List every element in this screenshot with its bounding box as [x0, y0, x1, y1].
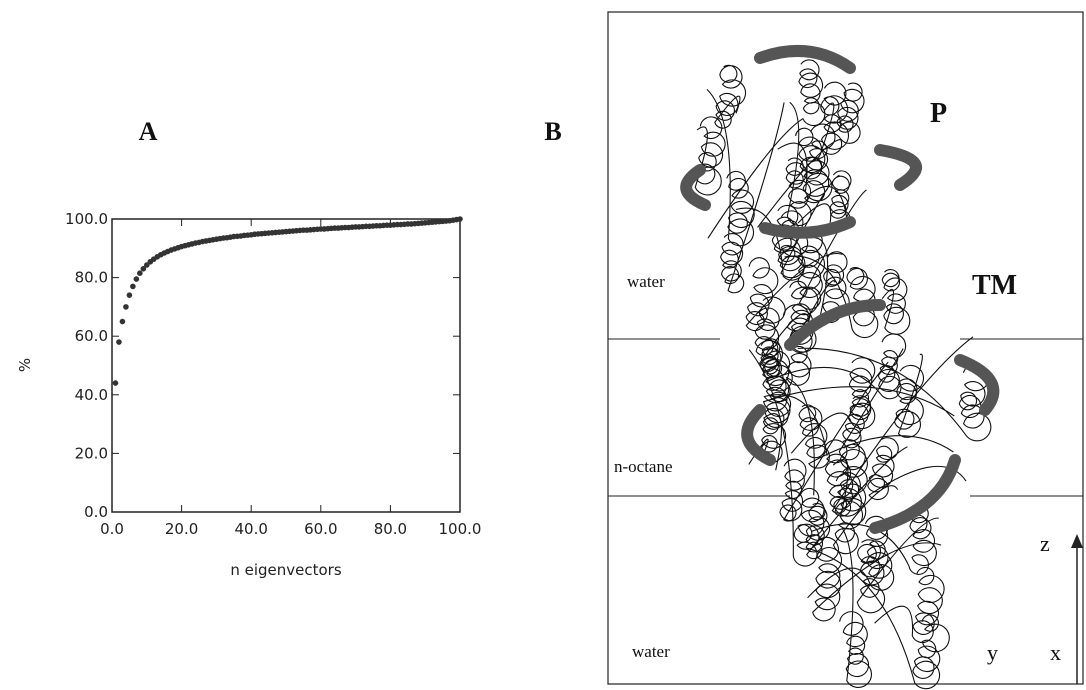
panel-label: B: [544, 117, 561, 146]
x-tick-label: 20.0: [165, 520, 198, 538]
motion-arrows: [680, 44, 1000, 534]
region-label: TM: [972, 270, 1017, 301]
y-axis-label: %: [16, 358, 34, 372]
helix-bundle: [745, 237, 911, 368]
layer-label: n-octane: [614, 457, 673, 476]
y-tick-label: 0.0: [84, 503, 108, 521]
x-tick-label: 0.0: [100, 520, 124, 538]
data-point: [130, 283, 136, 290]
panel-b: P TM water n-octane water z y x: [607, 11, 1084, 690]
data-point: [133, 276, 140, 282]
rotation-arrow: [741, 404, 776, 466]
rotation-arrow: [680, 164, 711, 211]
y-tick-label: 100.0: [65, 210, 108, 228]
data-point: [112, 380, 119, 386]
region-label: P: [930, 98, 947, 129]
axis-label: y: [987, 640, 998, 665]
rotation-arrow: [754, 44, 856, 74]
axis-label: x: [1050, 640, 1061, 665]
plot-frame: [111, 218, 461, 513]
y-tick-label: 80.0: [75, 269, 108, 287]
protein-coil: [694, 59, 992, 690]
panel-frame: [607, 11, 1084, 685]
x-tick-label: 40.0: [234, 520, 267, 538]
rotation-arrow: [954, 354, 1000, 416]
y-tick-label: 40.0: [75, 386, 108, 404]
rotation-arrow: [784, 299, 886, 351]
data-point: [137, 270, 143, 277]
x-tick-label: 100.0: [439, 520, 482, 538]
data-point: [140, 266, 147, 272]
layer-label: water: [632, 642, 670, 661]
helix-bundle: [748, 304, 992, 567]
axis-label: z: [1040, 531, 1050, 556]
rotation-arrow: [874, 144, 922, 191]
data-point: [123, 304, 129, 310]
y-tick-label: 20.0: [75, 444, 108, 462]
arrow-head: [1071, 534, 1083, 548]
helix-bundle: [807, 503, 950, 690]
data-point: [116, 339, 122, 345]
rotation-arrow: [869, 454, 961, 534]
data-point: [126, 292, 133, 298]
x-axis-label: n eigenvectors: [230, 561, 342, 579]
panel-label: A: [139, 117, 158, 146]
rotation-arrow: [759, 216, 856, 239]
x-tick-label: 80.0: [374, 520, 407, 538]
x-tick-label: 60.0: [304, 520, 337, 538]
data-point: [457, 216, 463, 222]
y-tick-label: 60.0: [75, 327, 108, 345]
layer-label: water: [627, 272, 665, 291]
data-point: [119, 318, 126, 325]
